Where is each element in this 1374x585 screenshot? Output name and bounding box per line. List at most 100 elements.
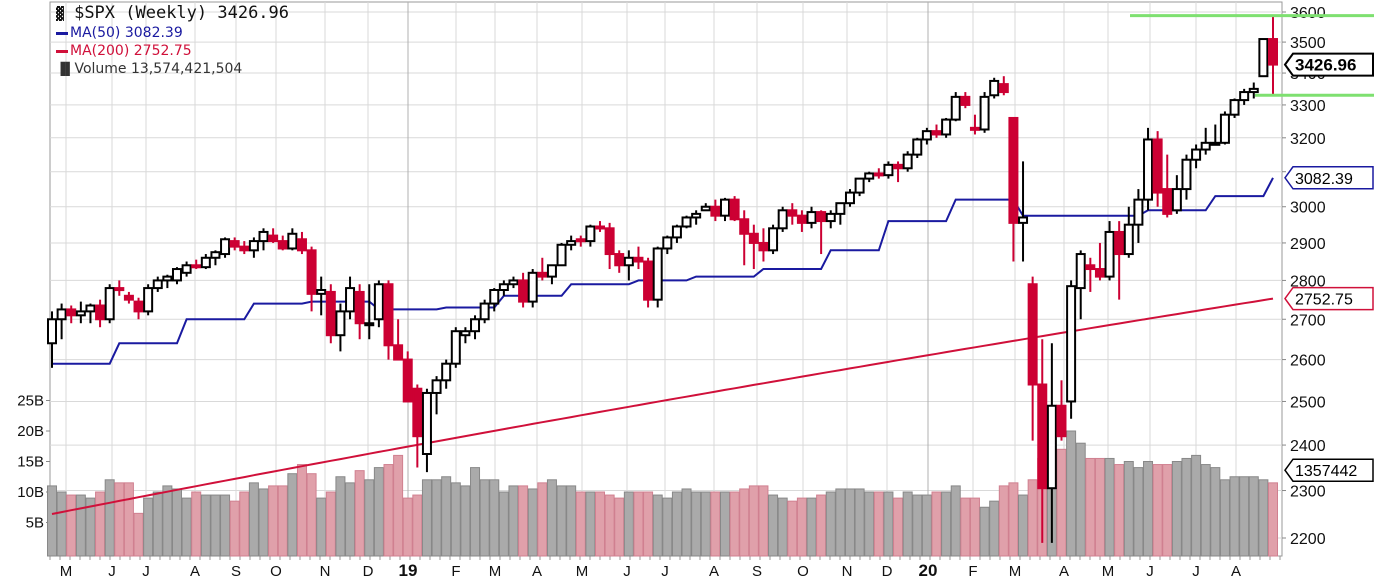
candle-body [1171,188,1182,212]
volume-bar [171,488,182,557]
x-tick-label: A [532,563,542,580]
candle-body [1094,268,1105,278]
volume-bar [393,454,404,557]
volume-bar [546,479,557,557]
candle-body [114,287,125,292]
price-marker-ma50 [1284,166,1374,190]
candle-body [883,163,894,177]
volume-bar [1239,476,1250,557]
volume-bar [1066,430,1077,557]
candle-body [316,289,327,295]
candle-body [306,249,317,295]
candle-body [614,253,625,267]
volume-bar [287,473,298,557]
volume-bar [1143,461,1154,557]
candle-body [998,83,1009,94]
volume-bar [816,494,827,557]
candle-body [268,234,279,243]
volume-bar [441,476,452,557]
candle-body [806,211,817,224]
candle-body [354,290,365,325]
candle-body [171,268,182,282]
candle-body [56,308,67,321]
x-tick-label: O [270,563,282,580]
volume-bar [979,506,990,557]
volume-bar [277,485,288,557]
ma200-swatch-icon [56,49,68,53]
x-tick-label: J [1146,563,1154,580]
candle-body [691,212,702,219]
price-marker-ma200 [1284,286,1374,311]
candle-body [700,205,711,212]
candle-body [364,322,375,327]
candle-body [1066,285,1077,403]
legend-ma50-row: MA(50) 3082.39 [56,24,289,42]
volume-bar [758,485,769,557]
candle-body [1075,253,1086,290]
x-tick-label: 19 [399,561,418,580]
candle-body [1056,404,1067,438]
candle-body [1229,99,1240,116]
volume-bar [1258,479,1269,557]
candle-body [825,212,836,223]
x-tick-label: M [1102,563,1115,580]
x-tick-label: 20 [919,561,938,580]
candle-body [768,227,779,252]
candle-body [258,230,269,243]
candle-body [546,264,557,278]
volume-bar [864,491,875,557]
candle-body [710,205,721,217]
candle-body [470,318,481,333]
volume-bar [777,497,788,557]
candle-body [104,287,115,321]
x-tick-label: F [451,563,460,580]
candle-body [537,271,548,278]
volume-bar [835,488,846,557]
volume-bar [498,491,509,557]
candle-body [989,79,1000,97]
candle-body [758,241,769,252]
volume-bar [998,485,1009,557]
candle-body [1143,138,1154,201]
volume-bar [700,491,711,557]
volume-bar [921,494,932,557]
volume-tick-label: 15B [17,454,44,471]
volume-bar [402,497,413,557]
volume-bar [893,497,904,557]
candle-body [643,260,654,301]
candle-body [960,95,971,106]
candle-body [123,294,134,301]
volume-bar [844,488,855,557]
candle-body [200,256,211,269]
volume-bar [796,497,807,557]
candle-body [719,198,730,217]
volume-bar [162,485,173,557]
volume-bar [1191,454,1202,557]
legend-ma200-row: MA(200) 2752.75 [56,42,289,60]
y-tick-label: 2300 [1290,484,1326,501]
candle-body [143,287,154,313]
volume-tick-label: 25B [17,393,44,410]
price-marker-label: 2752.75 [1295,292,1353,309]
price-marker-label: 3082.39 [1295,171,1353,188]
candle-body [893,163,904,170]
volume-bars-icon: ▐▌ [56,62,75,76]
volume-bar [200,494,211,557]
y-tick-label: 3200 [1290,131,1326,148]
x-tick-label: D [882,563,893,580]
y-tick-label: 2200 [1290,531,1326,548]
candle-body [1133,198,1144,226]
price-marker-last [1283,52,1374,77]
volume-bar [239,491,250,557]
candle-body [191,264,202,269]
x-tick-label: A [709,563,719,580]
y-tick-label: 2700 [1290,312,1326,329]
volume-bar [1056,448,1067,557]
x-tick-label: M [1009,563,1022,580]
chart-candles-icon: ▓ [56,7,64,22]
volume-bar [902,491,913,557]
candle-body [979,95,990,131]
volume-bar [66,494,77,557]
volume-bar [114,482,125,557]
